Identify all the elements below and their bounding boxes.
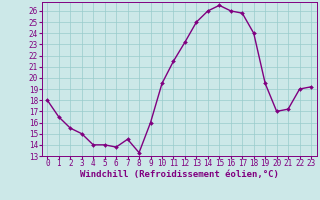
X-axis label: Windchill (Refroidissement éolien,°C): Windchill (Refroidissement éolien,°C) [80, 170, 279, 179]
